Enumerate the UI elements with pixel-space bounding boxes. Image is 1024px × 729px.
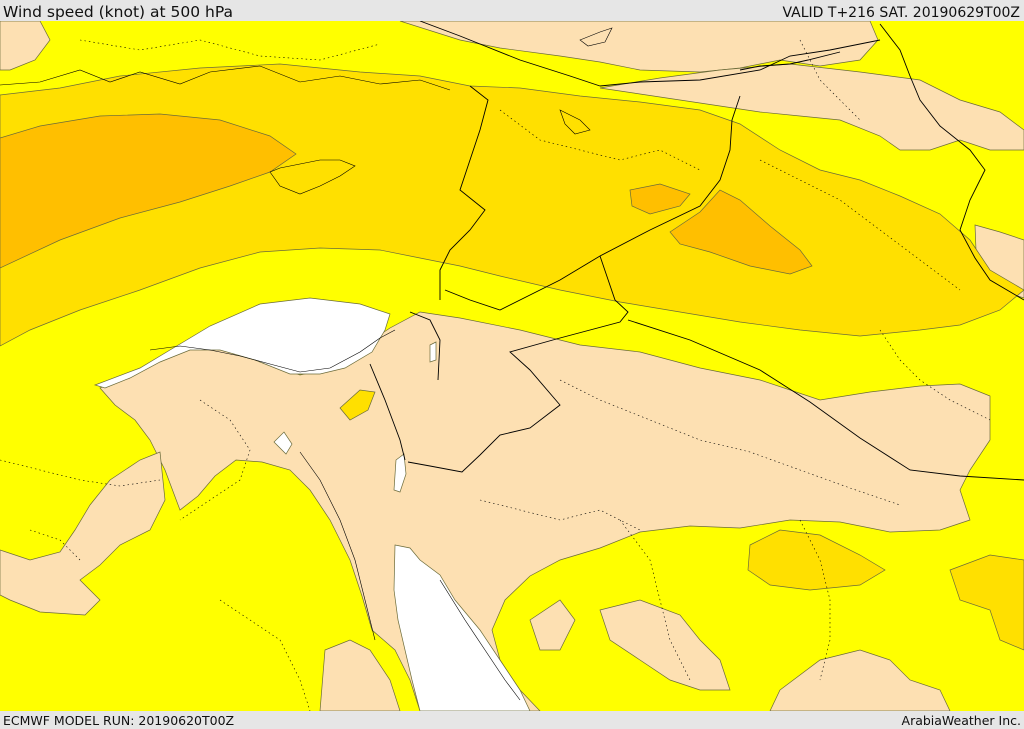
high-band-iraq: [669, 189, 813, 275]
header-bar: Wind speed (knot) at 500 hPa VALID T+216…: [0, 0, 1024, 21]
medium-band-saudi-patch: [747, 529, 886, 591]
admin-line-9: [219, 599, 311, 711]
coast-lake-turkey: [579, 27, 613, 47]
footer-bar: [0, 711, 1024, 729]
lowest-band-desert: [99, 311, 991, 711]
lowest-band-southeast-bottom: [769, 649, 951, 711]
admin-line-13: [799, 39, 861, 121]
no-data-regions: [93, 297, 531, 711]
admin-line-8: [799, 519, 831, 681]
coast-lake-assad: [559, 109, 591, 135]
model-run-label: ECMWF MODEL RUN: 20190620T00Z: [3, 713, 235, 728]
coastlines: [0, 27, 613, 701]
map-title: Wind speed (knot) at 500 hPa: [3, 3, 234, 21]
border-israel-jordan: [409, 311, 441, 381]
credit-label: ArabiaWeather Inc.: [901, 713, 1021, 728]
medium-band-east-patch: [949, 554, 1024, 651]
border-iraq-saudi: [627, 319, 1024, 481]
border-egypt-israel: [369, 363, 406, 461]
wind-speed-map: [0, 21, 1024, 711]
high-band-iraq-small: [629, 183, 691, 215]
admin-line-2: [499, 109, 701, 171]
high-band-regions: [0, 113, 813, 275]
valid-time-label: VALID T+216 SAT. 20190629T00Z: [782, 5, 1020, 21]
border-jordan-saudi: [407, 255, 629, 473]
medium-band-sinai-patch: [339, 389, 376, 421]
admin-boundaries: [0, 39, 991, 711]
lowest-band-regions: [0, 21, 1024, 711]
admin-line-10: [479, 499, 641, 531]
high-band-mediterranean: [0, 113, 297, 269]
admin-line-11: [29, 529, 81, 561]
admin-line-3: [759, 159, 961, 291]
admin-line-1: [79, 39, 381, 61]
border-iraq-iran: [879, 23, 1024, 301]
coast-cyprus: [269, 159, 356, 195]
lowest-band-southeast-patch: [599, 599, 731, 691]
lowest-band-west: [0, 451, 166, 616]
country-borders: [369, 21, 1024, 481]
no-data-mediterranean-coast: [93, 297, 391, 389]
border-turkey-syria: [419, 21, 601, 87]
lowest-band-small-patch: [529, 599, 576, 651]
border-syria-iraq: [444, 95, 741, 311]
lowest-band-northwest: [0, 21, 51, 71]
border-turkey-iraq: [599, 39, 881, 87]
border-iraq-iran-north: [739, 51, 841, 71]
no-data-lake: [273, 431, 293, 455]
admin-line-7: [619, 519, 691, 681]
no-data-gulf-aqaba: [393, 453, 407, 493]
coast-saudi-red-sea: [439, 579, 521, 701]
admin-line-5: [0, 459, 161, 487]
map-canvas[interactable]: [0, 21, 1024, 711]
coast-egypt-red-sea: [299, 451, 376, 641]
border-syria-west: [439, 85, 489, 300]
lowest-band-south-west: [319, 639, 401, 711]
no-data-dead-sea: [429, 341, 437, 363]
coast-egypt-north: [149, 329, 396, 373]
coast-turkey-south: [0, 65, 451, 91]
lowest-band-northeast: [599, 63, 1024, 151]
no-data-red-sea: [393, 544, 531, 711]
admin-line-12: [879, 329, 991, 421]
